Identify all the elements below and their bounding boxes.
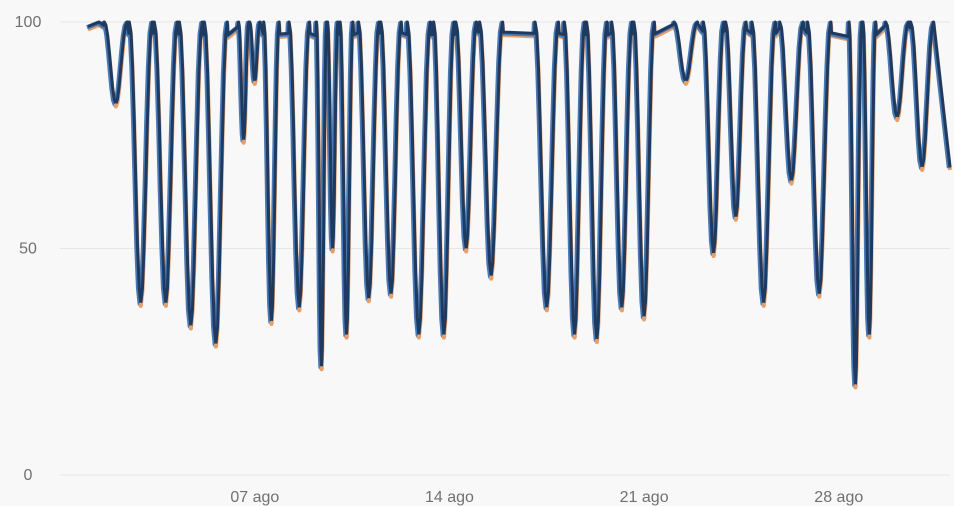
dip-point: [366, 298, 372, 303]
dip-point: [213, 343, 219, 348]
dip-point: [138, 302, 144, 308]
dip-point: [441, 334, 447, 339]
dip-point: [488, 275, 494, 280]
dip-point: [319, 366, 324, 371]
series-layer: [86, 20, 952, 390]
y-tick-label: 0: [24, 467, 33, 484]
dip-point: [761, 302, 766, 308]
dip-point: [269, 320, 274, 326]
y-tick-label: 50: [19, 241, 37, 258]
dip-point: [733, 216, 739, 221]
dip-point: [330, 248, 335, 253]
dip-point: [711, 252, 716, 258]
x-axis-ticks: 07 ago 14 ago 21 ago 28 ago: [230, 489, 863, 506]
dip-point: [344, 334, 349, 339]
dip-point: [572, 334, 577, 339]
dip-point: [297, 307, 302, 312]
dip-point: [853, 384, 858, 389]
dip-point: [594, 338, 600, 344]
y-tick-label: 100: [15, 14, 42, 31]
x-tick-label: 21 ago: [620, 489, 669, 506]
dip-point: [388, 293, 394, 298]
dip-point: [544, 307, 550, 312]
dip-point: [463, 248, 469, 253]
dip-point: [641, 316, 647, 321]
dip-point: [894, 116, 900, 122]
dip-point: [188, 325, 194, 330]
x-tick-label: 14 ago: [425, 489, 474, 506]
x-tick-label: 07 ago: [230, 489, 279, 506]
dip-point: [619, 307, 625, 312]
dip-point: [817, 293, 822, 298]
dip-point: [919, 166, 925, 172]
y-axis-ticks: 0 50 100: [15, 14, 42, 484]
dip-point: [241, 139, 246, 144]
dip-point: [683, 80, 689, 86]
dip-point: [789, 180, 794, 185]
dip-point: [867, 334, 872, 339]
dip-point: [113, 103, 119, 108]
dip-point: [416, 334, 422, 339]
dip-point: [163, 302, 169, 308]
dip-point: [252, 80, 258, 86]
series-main-line: [87, 20, 952, 386]
x-tick-label: 28 ago: [814, 489, 863, 506]
